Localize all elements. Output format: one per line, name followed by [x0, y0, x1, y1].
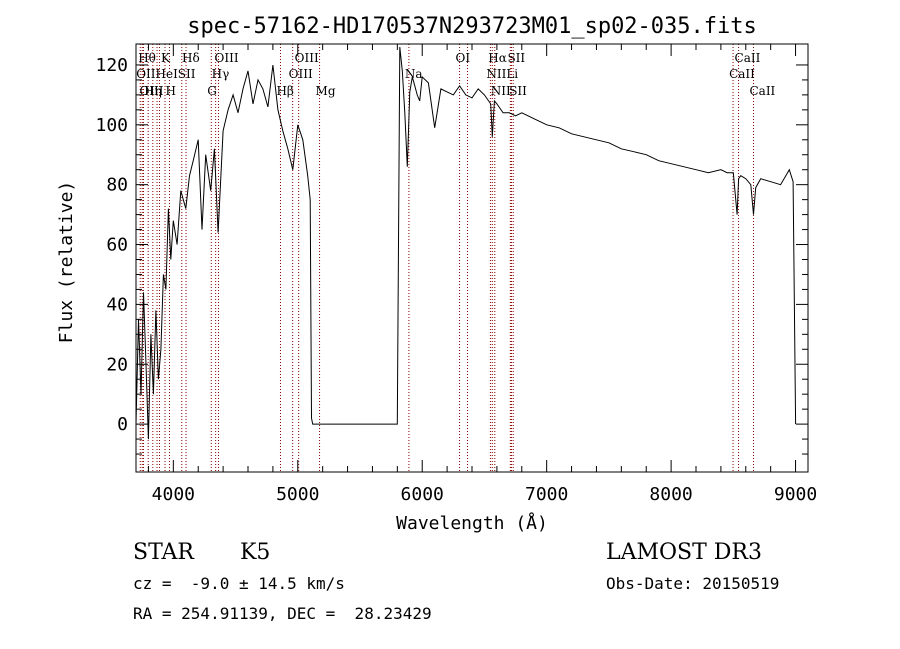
x-axis-label: Wavelength (Å) — [396, 512, 548, 534]
spectral-line-label: Hγ — [212, 67, 230, 81]
y-axis-ticks: 0 20 40 60 80 100 120 — [95, 55, 808, 455]
redshift-readout: cz = -9.0 ± 14.5 km/s — [133, 574, 345, 593]
x-tick-label: 8000 — [649, 484, 692, 505]
spectral-line-label: NII — [491, 84, 511, 98]
spectrum-line — [135, 46, 797, 440]
y-tick-label: 60 — [106, 235, 128, 256]
observation-date: Obs-Date: 20150519 — [606, 574, 780, 593]
spectral-line-label: SII — [507, 51, 525, 65]
spectral-line-markers — [139, 44, 754, 472]
spectral-line-labels: OIIHθOIIIHηHeIKHSIIHδGHγOIIIHβOIIIOIIIMg… — [136, 51, 775, 98]
spectral-line-label: HeI — [156, 67, 179, 81]
y-axis-label: Flux (relative) — [56, 181, 77, 344]
x-tick-label: 7000 — [525, 484, 568, 505]
spectral-line-label: OIII — [139, 84, 163, 98]
y-tick-label: 120 — [95, 55, 128, 76]
survey-name: LAMOST DR3 — [606, 540, 762, 565]
y-tick-label: 0 — [117, 414, 128, 435]
spectral-line-label: G — [207, 84, 217, 98]
spectral-line-label: CaII — [749, 84, 775, 98]
coordinates-readout: RA = 254.91139, DEC = 28.23429 — [133, 604, 432, 623]
object-subclass: K5 — [240, 540, 271, 565]
spectral-line-label: CaII — [735, 51, 761, 65]
x-tick-label: 5000 — [276, 484, 319, 505]
spectral-line-label: NII — [486, 67, 506, 81]
spectral-line-label: OII — [136, 67, 156, 81]
spectral-line-label: H — [165, 84, 175, 98]
spectral-line-label: Li — [506, 67, 518, 81]
spectral-line-label: Na — [405, 67, 423, 81]
spectral-line-label: Hα — [488, 51, 507, 65]
object-class: STAR — [133, 540, 194, 565]
chart-title: spec-57162-HD170537N293723M01_sp02-035.f… — [187, 14, 757, 39]
spectral-line-label: Hθ — [138, 51, 156, 65]
x-axis-ticks: 4000 5000 6000 7000 8000 9000 — [147, 44, 817, 505]
x-tick-label: 9000 — [774, 484, 817, 505]
x-tick-label: 4000 — [152, 484, 195, 505]
spectral-line-label: K — [161, 51, 171, 65]
spectral-line-label: Hβ — [276, 84, 293, 98]
x-tick-label: 6000 — [401, 484, 444, 505]
spectral-line-label: OIII — [215, 51, 239, 65]
y-tick-label: 80 — [106, 175, 128, 196]
spectral-line-label: SII — [178, 67, 196, 81]
spectral-line-label: OI — [456, 51, 471, 65]
spectral-line-label: OIII — [295, 51, 319, 65]
spectral-line-label: Hη — [144, 84, 162, 98]
spectral-line-label: CaII — [729, 67, 755, 81]
spectral-line-label: Mg — [316, 84, 336, 98]
y-tick-label: 20 — [106, 354, 128, 375]
y-tick-label: 100 — [95, 115, 128, 136]
spectral-line-label: OIII — [289, 67, 313, 81]
y-tick-label: 40 — [106, 294, 128, 315]
spectral-line-label: Hδ — [182, 51, 200, 65]
spectral-line-label: SII — [509, 84, 527, 98]
